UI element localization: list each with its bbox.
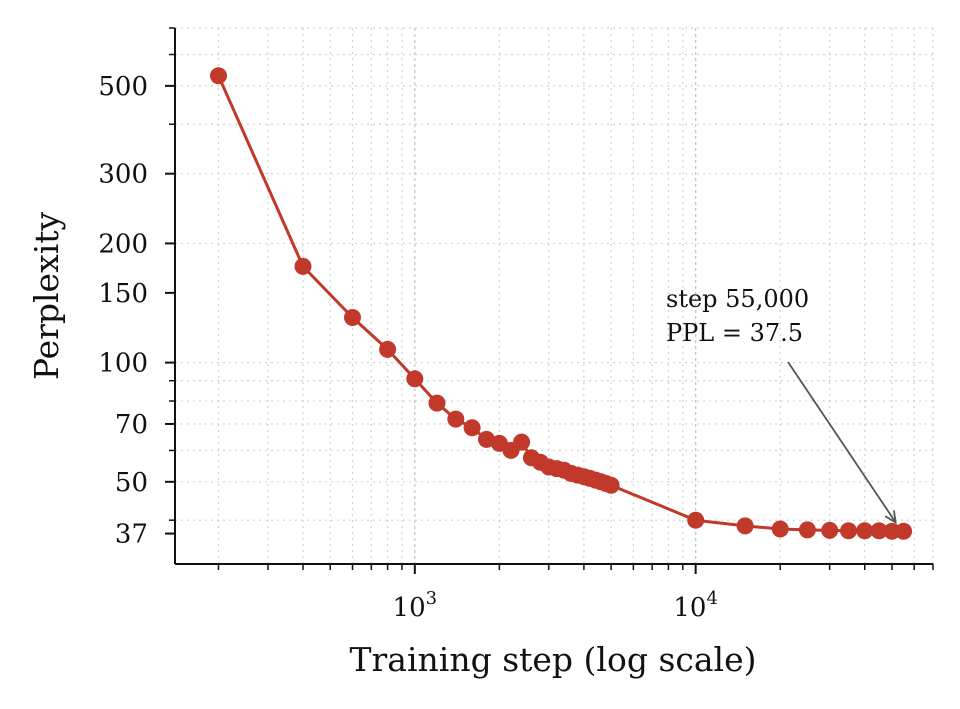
y-tick-label: 300	[98, 160, 148, 190]
annotation-arrowhead	[884, 510, 897, 525]
data-point	[771, 520, 789, 538]
axis-labels: Training step (log scale) Perplexity	[27, 211, 757, 679]
data-point	[294, 257, 312, 275]
y-tick-label: 200	[98, 229, 148, 259]
y-tick-label: 70	[115, 410, 148, 440]
data-point	[428, 394, 446, 412]
axes: 103 104 37 50 70 100 150 200 300 500	[98, 27, 934, 623]
data-point	[798, 521, 816, 539]
y-tick-label: 150	[98, 279, 148, 309]
y-tick-label: 50	[115, 468, 148, 498]
data-point	[736, 517, 754, 535]
data-point	[478, 430, 495, 448]
y-tick-label: 500	[98, 72, 148, 102]
data-point	[856, 522, 874, 540]
annotation-arrow	[787, 361, 897, 523]
data-point	[840, 522, 857, 540]
x-tick-label: 103	[393, 588, 438, 623]
data-point	[821, 521, 839, 539]
data-point	[895, 522, 913, 540]
y-tick-label: 100	[98, 349, 148, 379]
major-grid	[414, 28, 697, 564]
data-point	[513, 433, 531, 451]
minor-grid	[175, 27, 934, 564]
annotation-text-line-1: step 55,000	[666, 285, 809, 313]
data-point	[406, 370, 424, 388]
data-point	[870, 522, 888, 540]
x-tick-label: 104	[673, 588, 718, 623]
data-point	[602, 476, 620, 494]
annotation-text-line-2: PPL = 37.5	[666, 319, 803, 347]
data-point	[687, 511, 705, 529]
data-point	[447, 410, 465, 428]
data-point	[379, 340, 397, 358]
y-tick-label: 37	[115, 520, 148, 550]
y-axis-title: Perplexity	[27, 211, 66, 380]
annotation-group: step 55,000 PPL = 37.5	[666, 285, 897, 525]
x-axis-title: Training step (log scale)	[350, 640, 757, 679]
data-point	[210, 67, 227, 85]
data-point	[344, 309, 361, 326]
series-group	[210, 67, 913, 540]
data-point	[463, 419, 481, 437]
